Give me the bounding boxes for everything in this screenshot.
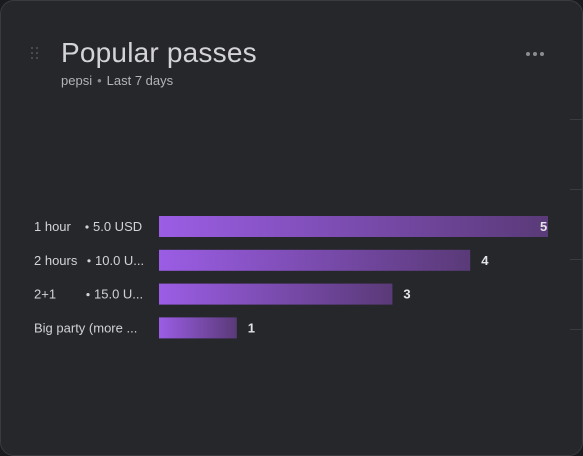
bar-value-label: 4 [481,253,489,268]
bar-label-name: 2+1 [34,287,56,302]
drag-handle-icon[interactable] [31,47,39,61]
widget-subtitle: pepsi • Last 7 days [61,73,173,88]
bar[interactable] [159,283,393,305]
bar-label-separator [87,259,91,263]
bar-value-label: 1 [248,320,255,335]
grid-line [570,189,582,190]
grid-line [570,119,582,120]
bar-label-separator [85,225,89,229]
bar-label-price: 5.0 USD [93,219,142,234]
bar[interactable] [159,249,471,271]
bar-label-name: 1 hour [34,219,72,234]
subtitle-source: pepsi [61,73,93,88]
subtitle-range: Last 7 days [106,73,174,88]
bar-label-price: 10.0 U... [95,253,144,268]
grid-line [570,329,582,330]
bar-label-name: Big party (more ... [34,320,137,335]
bar-value-label: 3 [403,287,410,302]
bar-label-price: 15.0 U... [94,287,143,302]
bar-value-label: 5 [540,219,547,234]
more-options-icon[interactable] [526,47,548,61]
bar-label-name: 2 hours [34,253,78,268]
bar[interactable] [159,317,237,339]
bar[interactable] [159,216,548,237]
grid-line [570,259,582,260]
bar-label-separator [86,293,90,297]
subtitle-separator: • [97,73,102,88]
widget-title: Popular passes [61,37,257,68]
